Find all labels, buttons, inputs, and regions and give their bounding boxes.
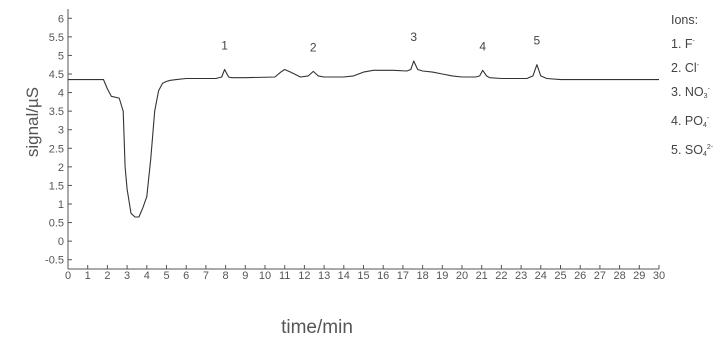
x-tick-label: 24 [535, 270, 547, 282]
x-tick-label: 12 [298, 270, 310, 282]
legend-item-charge: - [706, 115, 710, 122]
x-tick-label: 21 [476, 270, 488, 282]
x-tick-label: 25 [554, 270, 566, 282]
legend-item-charge: - [696, 62, 700, 69]
x-tick-labels: 0 1 2 3 4 5 6 7 8 9 10 11 12 13 14 15 16 17 18 19 20 21 22 23 24… [65, 265, 665, 282]
x-tick-label: 7 [203, 270, 209, 282]
y-tick-label: 4 [58, 88, 64, 100]
y-tick-label: 2.5 [49, 143, 64, 155]
x-tick-label: 28 [613, 270, 625, 282]
y-axis-label: signal/µS [23, 87, 42, 157]
x-tick-label: 20 [456, 270, 468, 282]
x-tick-label: 10 [259, 270, 271, 282]
legend-item-subscript: 4 [702, 122, 707, 129]
y-tick-label: 0.5 [49, 218, 64, 230]
x-tick-label: 8 [223, 270, 229, 282]
legend-item-charge: - [707, 86, 710, 93]
x-tick-label: 0 [65, 270, 71, 282]
legend-item: 4. PO4- [671, 108, 713, 137]
x-tick-label: 3 [124, 270, 130, 282]
y-tick-label: 3.5 [49, 106, 64, 118]
x-tick-label: 14 [338, 270, 350, 282]
legend-item-charge: - [692, 38, 695, 45]
x-tick-label: 9 [242, 270, 248, 282]
legend-item-label: 2. Cl [671, 61, 697, 75]
legend-item-label: 5. SO [671, 143, 703, 157]
peak-labels: 1 2 3 4 5 [221, 30, 540, 54]
x-tick-label: 23 [515, 270, 527, 282]
legend-item-charge: 2- [706, 144, 714, 151]
x-tick-label: 1 [85, 270, 91, 282]
x-tick-label: 13 [318, 270, 330, 282]
axes [67, 9, 659, 270]
legend-item-label: 3. NO [671, 85, 704, 99]
peak-label: 2 [310, 40, 317, 54]
peak-label: 4 [479, 39, 486, 53]
x-tick-label: 22 [495, 270, 507, 282]
legend-items: 1. F- 2. Cl- 3. NO3- 4. PO4- 5. SO42- [671, 31, 713, 166]
y-tick-label: 6 [58, 13, 64, 25]
x-tick-label: 15 [357, 270, 369, 282]
y-tick-label: 1.5 [49, 180, 64, 192]
x-tick-label: 4 [144, 270, 150, 282]
x-tick-label: 17 [397, 270, 409, 282]
x-tick-label: 19 [436, 270, 448, 282]
y-tick-label: 0 [58, 236, 64, 248]
peak-label: 1 [221, 39, 228, 53]
y-tick-label: -0.5 [45, 255, 64, 267]
legend-item-subscript: 4 [702, 151, 707, 158]
y-tick-label: 4.5 [49, 69, 64, 81]
legend-item-subscript: 3 [703, 93, 708, 100]
y-tick-label: 5.5 [49, 32, 64, 44]
peak-label: 5 [534, 34, 541, 48]
series-layer [68, 60, 659, 218]
x-tick-label: 11 [279, 270, 290, 282]
x-tick-label: 29 [633, 270, 645, 282]
legend-item: 5. SO42- [671, 137, 713, 166]
x-tick-label: 5 [163, 270, 169, 282]
x-tick-label: 26 [574, 270, 586, 282]
legend-item: 1. F- [671, 31, 713, 55]
x-tick-label: 30 [653, 270, 665, 282]
legend-item: 3. NO3- [671, 79, 713, 108]
x-tick-label: 16 [377, 270, 389, 282]
legend-item: 2. Cl- [671, 55, 713, 79]
y-tick-label: 3 [58, 125, 64, 137]
x-tick-label: 18 [416, 270, 428, 282]
legend-item-label: 4. PO [671, 114, 703, 128]
x-tick-label: 27 [594, 270, 606, 282]
y-tick-label: 1 [58, 199, 64, 211]
peak-label: 3 [410, 30, 417, 44]
y-tick-label: 2 [58, 162, 64, 174]
x-tick-label: 6 [183, 270, 189, 282]
legend-item-label: 1. F [671, 37, 693, 51]
x-axis-label: time/min [281, 317, 353, 337]
legend-title: Ions: [671, 13, 699, 27]
y-tick-labels: -0.5 0 0.5 1 1.5 2 2.5 3 3.5 4 4.5 5 5.5 6 [45, 13, 72, 267]
x-tick-label: 2 [104, 270, 110, 282]
legend: Ions: 1. F- 2. Cl- 3. NO3- 4. PO4- 5. SO42- [671, 9, 713, 166]
y-tick-label: 5 [58, 50, 64, 62]
series-line-0 [68, 60, 659, 218]
